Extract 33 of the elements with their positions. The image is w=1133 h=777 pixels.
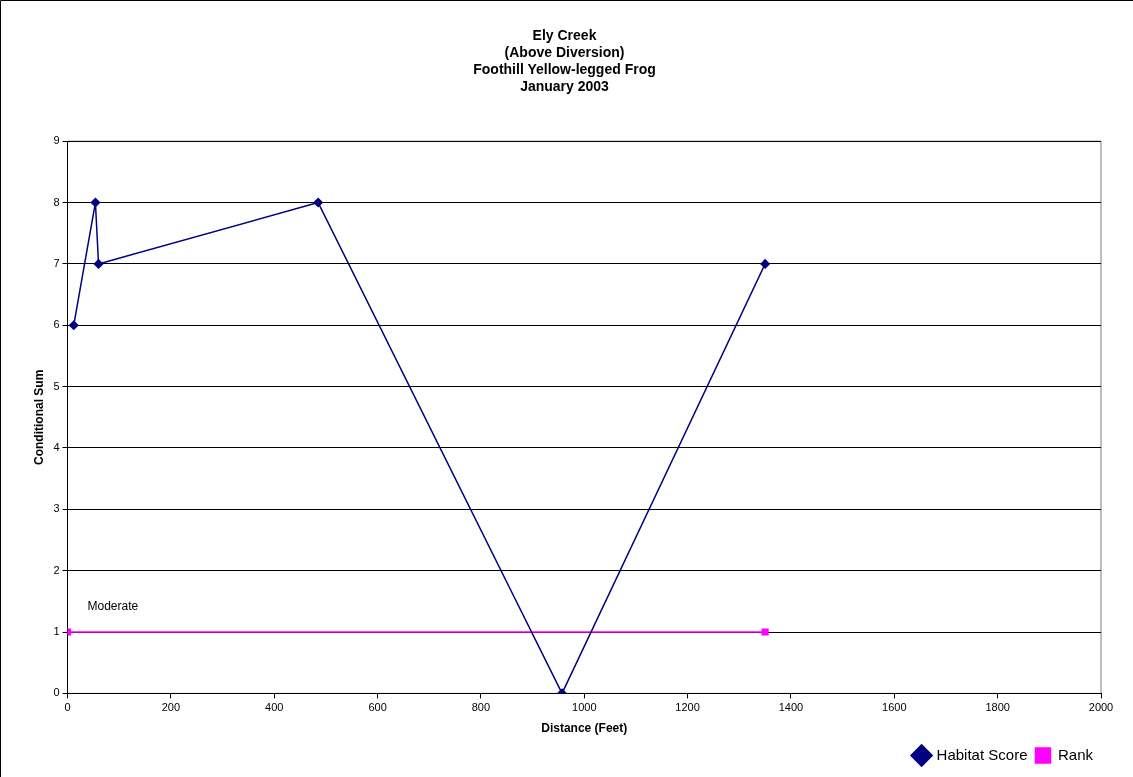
point	[68, 320, 79, 331]
x-tick-label: 0	[64, 701, 71, 714]
point	[93, 259, 104, 269]
point	[313, 197, 323, 208]
legend-label: Habitat Score	[936, 745, 1028, 763]
point	[761, 628, 769, 636]
x-tick-label: 1200	[675, 701, 700, 714]
x-tick-label: 600	[368, 701, 387, 714]
x-tick-label: 1000	[572, 701, 597, 714]
x-tick-label: 200	[161, 701, 181, 714]
x-tick-label: 1400	[778, 701, 804, 714]
y-tick-label: 0	[53, 686, 60, 699]
x-tick-label: 1800	[985, 701, 1010, 714]
x-tick-label: 2000	[1088, 701, 1114, 714]
y-tick-label: 5	[53, 379, 60, 392]
y-tick-label: 4	[53, 441, 60, 454]
y-tick-label: 6	[53, 318, 60, 331]
y-tick-label: 9	[53, 134, 60, 147]
annotation: Moderate	[87, 599, 139, 614]
y-tick-label: 8	[53, 195, 60, 208]
y-tick-label: 2	[53, 563, 60, 576]
y-tick-label: 3	[53, 502, 60, 515]
point	[760, 259, 770, 269]
y-tick-label: 7	[53, 256, 60, 269]
x-tick-label: 1600	[882, 701, 907, 714]
chart-title: Ely Creek (Above Diversion) Foothill Yellow-legged Frog January 2003	[473, 27, 656, 94]
legend-label: Rank	[1057, 745, 1094, 763]
y-tick-label: 1	[53, 625, 60, 638]
x-axis-title: Distance (Feet)	[541, 721, 628, 736]
x-tick-label: 400	[265, 701, 284, 714]
y-axis-title: Conditional Sum	[31, 369, 46, 465]
x-tick-label: 800	[471, 701, 491, 714]
point	[90, 197, 101, 208]
